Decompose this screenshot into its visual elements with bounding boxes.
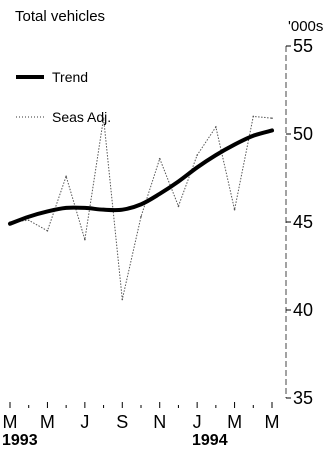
chart-title: Total vehicles <box>15 8 105 25</box>
x-tick-label: J <box>80 412 89 432</box>
seas-adj-point <box>177 205 180 207</box>
seas-adj-point <box>140 215 142 218</box>
y-tick-label: 40 <box>293 300 313 320</box>
seas-adj-point <box>121 298 124 301</box>
legend-trend-label: Trend <box>52 69 88 85</box>
x-tick-label: J <box>193 412 202 432</box>
seas-adj-point <box>102 117 105 119</box>
y-tick-label: 50 <box>293 124 313 144</box>
x-tick-label: M <box>40 412 55 432</box>
seas-adj-point <box>46 230 49 232</box>
y-tick-label: 45 <box>293 212 313 232</box>
year-label-1993: 1993 <box>2 432 38 449</box>
legend: Trend Seas Adj. <box>16 69 111 125</box>
seas-adj-point <box>252 115 255 118</box>
x-tick-label: N <box>153 412 166 432</box>
y-tick-label: 55 <box>293 36 313 56</box>
seas-adj-point <box>158 157 161 160</box>
series-trend-line <box>8 128 274 226</box>
seas-adj-point <box>233 208 236 211</box>
x-tick-label: M <box>3 412 18 432</box>
x-tick-label: M <box>265 412 280 432</box>
seas-adj-point <box>215 126 217 128</box>
y-axis-unit-label: '000s <box>288 18 323 35</box>
y-axis: 55 50 45 40 35 <box>285 36 313 408</box>
seas-adj-point <box>65 175 67 178</box>
seas-adj-point <box>196 154 198 156</box>
series-seas-adj-line <box>9 115 273 300</box>
y-tick-label: 35 <box>293 388 313 408</box>
seas-adj-point <box>27 219 30 222</box>
x-tick-label: S <box>116 412 128 432</box>
legend-seasadj-label: Seas Adj. <box>52 109 111 125</box>
year-label-1994: 1994 <box>192 432 228 449</box>
x-tick-label: M <box>227 412 242 432</box>
series-group <box>8 115 274 301</box>
seas-adj-point <box>84 238 86 241</box>
seas-adj-point <box>271 117 273 119</box>
